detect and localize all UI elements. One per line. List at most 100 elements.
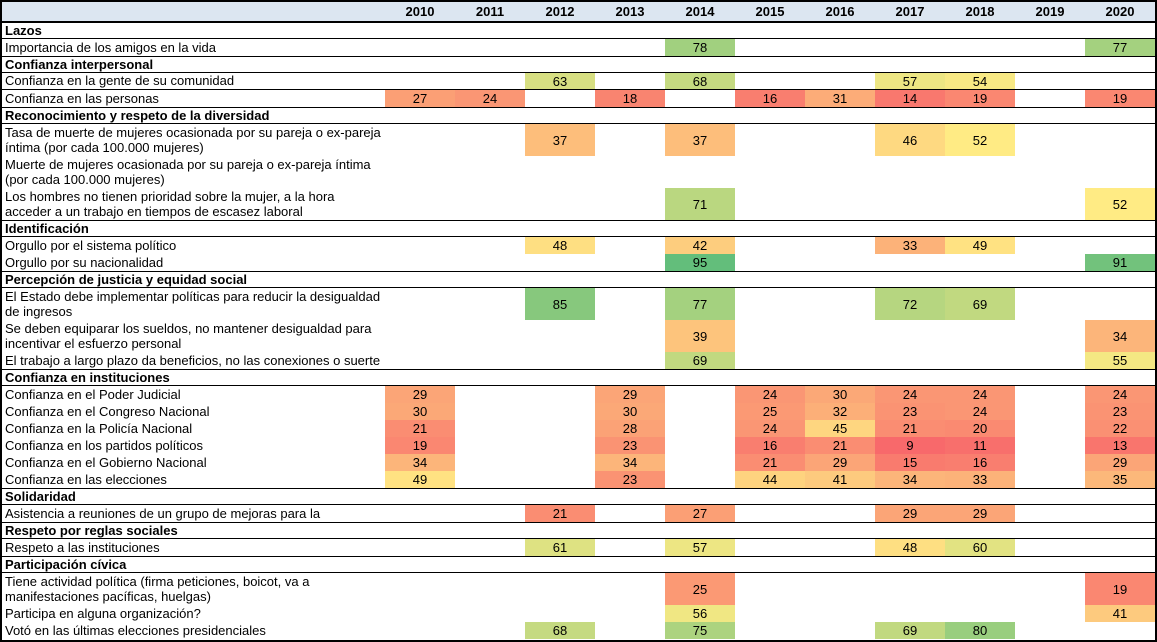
value-cell[interactable] xyxy=(595,320,665,352)
year-header[interactable]: 2015 xyxy=(755,4,785,19)
value-cell[interactable] xyxy=(805,288,875,320)
value-cell[interactable]: 60 xyxy=(945,539,1015,556)
value-cell[interactable] xyxy=(805,573,875,605)
value-cell[interactable]: 52 xyxy=(1085,188,1155,220)
value-cell[interactable]: 71 xyxy=(665,188,735,220)
value-cell[interactable] xyxy=(1015,505,1085,522)
value-cell[interactable] xyxy=(1015,288,1085,320)
value-cell[interactable] xyxy=(735,320,805,352)
row-label[interactable]: Se deben equiparar los sueldos, no mante… xyxy=(5,320,372,352)
value-cell[interactable] xyxy=(805,505,875,522)
value-cell[interactable] xyxy=(525,90,595,107)
value-cell[interactable]: 27 xyxy=(665,505,735,522)
value-cell[interactable]: 29 xyxy=(385,386,455,403)
value-cell[interactable] xyxy=(595,622,665,639)
value-cell[interactable] xyxy=(455,156,525,188)
value-cell[interactable]: 18 xyxy=(595,90,665,107)
value-cell[interactable] xyxy=(805,539,875,556)
value-cell[interactable] xyxy=(455,39,525,56)
value-cell[interactable] xyxy=(525,605,595,622)
value-cell[interactable] xyxy=(595,573,665,605)
value-cell[interactable] xyxy=(525,188,595,220)
value-cell[interactable]: 34 xyxy=(595,454,665,471)
year-header[interactable]: 2017 xyxy=(895,4,925,19)
value-cell[interactable] xyxy=(1015,188,1085,220)
value-cell[interactable]: 42 xyxy=(665,237,735,254)
value-cell[interactable] xyxy=(805,320,875,352)
value-cell[interactable]: 34 xyxy=(875,471,945,488)
value-cell[interactable] xyxy=(1015,320,1085,352)
value-cell[interactable] xyxy=(735,622,805,639)
value-cell[interactable] xyxy=(455,622,525,639)
value-cell[interactable]: 37 xyxy=(525,124,595,156)
value-cell[interactable]: 44 xyxy=(735,471,805,488)
value-cell[interactable]: 56 xyxy=(665,605,735,622)
value-cell[interactable] xyxy=(805,156,875,188)
value-cell[interactable] xyxy=(1015,403,1085,420)
value-cell[interactable] xyxy=(385,605,455,622)
row-label[interactable]: Importancia de los amigos en la vida xyxy=(5,39,217,55)
row-label[interactable]: Confianza en la Policía Nacional xyxy=(5,420,193,436)
value-cell[interactable] xyxy=(875,39,945,56)
value-cell[interactable] xyxy=(735,237,805,254)
value-cell[interactable] xyxy=(875,573,945,605)
value-cell[interactable] xyxy=(455,320,525,352)
value-cell[interactable]: 34 xyxy=(385,454,455,471)
value-cell[interactable] xyxy=(595,188,665,220)
value-cell[interactable] xyxy=(805,124,875,156)
value-cell[interactable] xyxy=(455,403,525,420)
value-cell[interactable] xyxy=(525,437,595,454)
value-cell[interactable] xyxy=(805,73,875,89)
value-cell[interactable]: 63 xyxy=(525,73,595,89)
value-cell[interactable]: 75 xyxy=(665,622,735,639)
value-cell[interactable]: 24 xyxy=(945,403,1015,420)
value-cell[interactable]: 41 xyxy=(805,471,875,488)
value-cell[interactable]: 24 xyxy=(1085,386,1155,403)
value-cell[interactable]: 68 xyxy=(525,622,595,639)
value-cell[interactable] xyxy=(875,156,945,188)
value-cell[interactable]: 14 xyxy=(875,90,945,107)
value-cell[interactable] xyxy=(735,124,805,156)
value-cell[interactable] xyxy=(455,573,525,605)
value-cell[interactable] xyxy=(525,573,595,605)
value-cell[interactable] xyxy=(1015,573,1085,605)
value-cell[interactable] xyxy=(595,124,665,156)
value-cell[interactable] xyxy=(385,188,455,220)
value-cell[interactable] xyxy=(805,254,875,271)
value-cell[interactable]: 37 xyxy=(665,124,735,156)
value-cell[interactable]: 72 xyxy=(875,288,945,320)
value-cell[interactable] xyxy=(595,254,665,271)
value-cell[interactable] xyxy=(945,605,1015,622)
value-cell[interactable] xyxy=(945,188,1015,220)
value-cell[interactable]: 28 xyxy=(595,420,665,437)
value-cell[interactable]: 20 xyxy=(945,420,1015,437)
value-cell[interactable]: 35 xyxy=(1085,471,1155,488)
value-cell[interactable] xyxy=(595,352,665,369)
value-cell[interactable] xyxy=(525,320,595,352)
value-cell[interactable] xyxy=(455,124,525,156)
value-cell[interactable]: 9 xyxy=(875,437,945,454)
value-cell[interactable] xyxy=(1085,288,1155,320)
value-cell[interactable]: 23 xyxy=(1085,403,1155,420)
row-label[interactable]: Confianza en el Poder Judicial xyxy=(5,386,181,402)
value-cell[interactable]: 41 xyxy=(1085,605,1155,622)
value-cell[interactable]: 30 xyxy=(385,403,455,420)
value-cell[interactable] xyxy=(1015,471,1085,488)
value-cell[interactable]: 48 xyxy=(525,237,595,254)
value-cell[interactable] xyxy=(875,352,945,369)
value-cell[interactable] xyxy=(735,39,805,56)
value-cell[interactable] xyxy=(1085,505,1155,522)
row-label[interactable]: Muerte de mujeres ocasionada por su pare… xyxy=(5,156,371,188)
value-cell[interactable] xyxy=(455,254,525,271)
value-cell[interactable]: 21 xyxy=(805,437,875,454)
value-cell[interactable]: 57 xyxy=(875,73,945,89)
value-cell[interactable]: 29 xyxy=(1085,454,1155,471)
row-label[interactable]: Confianza en los partidos políticos xyxy=(5,437,204,453)
value-cell[interactable]: 15 xyxy=(875,454,945,471)
value-cell[interactable] xyxy=(1015,237,1085,254)
value-cell[interactable]: 21 xyxy=(735,454,805,471)
value-cell[interactable]: 54 xyxy=(945,73,1015,89)
value-cell[interactable] xyxy=(385,320,455,352)
row-label[interactable]: Tiene actividad política (firma peticion… xyxy=(5,573,310,605)
value-cell[interactable] xyxy=(1085,156,1155,188)
